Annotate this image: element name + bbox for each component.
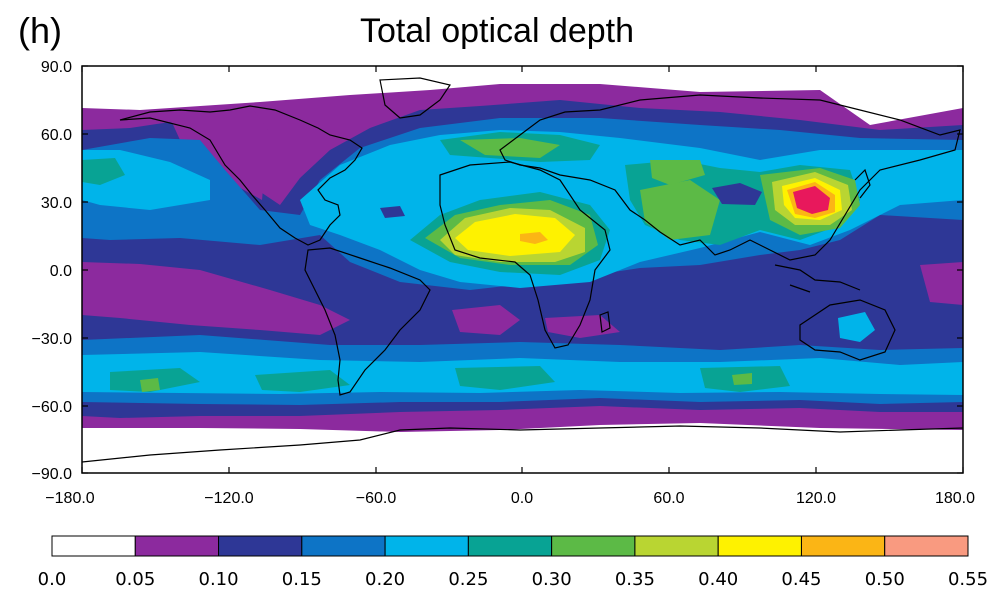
contour-darkblue-atl [380,206,405,218]
optical-depth-field [82,66,963,473]
x-tick-label: 120.0 [796,490,836,507]
colorbar-label: 0.45 [781,569,821,590]
y-tick-label: 60.0 [41,127,72,144]
coast-indonesia [774,264,861,293]
contour-green-casp [650,160,705,185]
contour-green-s1 [140,378,160,392]
contour-teal-south2 [255,370,350,392]
contour-yellow-sahara [455,214,575,256]
coast-antarctica [82,425,963,463]
colorbar-label: 0.0 [38,569,67,590]
colorbar-swatch [467,535,553,557]
coast-africa [439,161,611,349]
x-tick-label: 180.0 [935,490,975,507]
colorbar-swatch [134,535,220,557]
x-tick-label: 0.0 [511,490,533,507]
colorbar-swatch [551,535,636,557]
contour-cyan-austr [838,312,875,342]
y-tick-label: 30.0 [41,195,72,212]
colorbar-label: 0.35 [615,569,655,590]
colorbar-swatch [218,535,303,557]
coast-eurasia [499,94,961,261]
map-title: Total optical depth [0,12,994,51]
colorbar-label: 0.20 [365,569,405,590]
x-axis [81,66,964,473]
coast-north-america [119,105,363,246]
y-tick-label: 90.0 [41,59,72,76]
contour-purple-satl [452,305,520,335]
colorbar-label: 0.15 [282,569,322,590]
x-tick-label: −60.0 [356,490,397,507]
x-tick-label: 60.0 [653,490,684,507]
colorbar-swatch [51,535,136,557]
contour-darkblue-tibet [712,183,762,205]
contour-purple-spac [82,262,350,335]
contour-green-s2 [732,373,752,385]
colorbar-swatch [717,535,802,557]
colorbar-label: 0.40 [698,569,738,590]
y-tick-label: −60.0 [32,399,73,416]
colorbar-swatch [884,535,969,557]
contour-purple-npac [170,105,268,200]
colorbar [51,535,969,557]
colorbar-labels: 0.0 0.05 0.10 0.15 0.20 0.25 0.30 0.35 0.40 0.45 0… [38,569,988,590]
contour-green-india [640,180,720,240]
coast-japan [854,168,871,199]
colorbar-label: 0.25 [448,569,488,590]
x-tick-labels: −180.0 −120.0 −60.0 0.0 60.0 120.0 180.0 [45,490,975,507]
colorbar-swatch [301,535,386,557]
coast-greenland [379,77,451,119]
colorbar-label: 0.10 [199,569,239,590]
colorbar-label: 0.50 [865,569,905,590]
map-title-text: Total optical depth [359,12,635,50]
y-tick-label: 0.0 [50,263,72,280]
y-tick-labels: 90.0 60.0 30.0 0.0 −30.0 −60.0 −90.0 [32,59,73,483]
x-tick-label: −180.0 [45,490,94,507]
coastlines [82,77,963,463]
y-tick-label: −90.0 [32,466,73,483]
colorbar-swatch [384,535,469,557]
coast-south-america [304,247,431,396]
contour-green-eur [460,138,560,158]
contour-teal-south3 [455,366,555,390]
contour-orange-sahara [520,232,548,244]
colorbar-label: 0.30 [532,569,572,590]
contour-purple-eind [920,262,963,305]
panel-label: (h) [18,10,62,51]
y-axis [82,65,963,474]
colorbar-label: 0.55 [948,569,988,590]
colorbar-swatch [634,535,719,557]
contour-teal-natl [82,158,125,185]
colorbar-label: 0.05 [115,569,155,590]
colorbar-swatch [800,535,886,557]
coast-australia [799,299,896,361]
coast-madagascar [599,311,611,333]
y-tick-label: −30.0 [32,331,73,348]
x-tick-label: −120.0 [204,490,253,507]
contour-max-china [793,186,830,214]
